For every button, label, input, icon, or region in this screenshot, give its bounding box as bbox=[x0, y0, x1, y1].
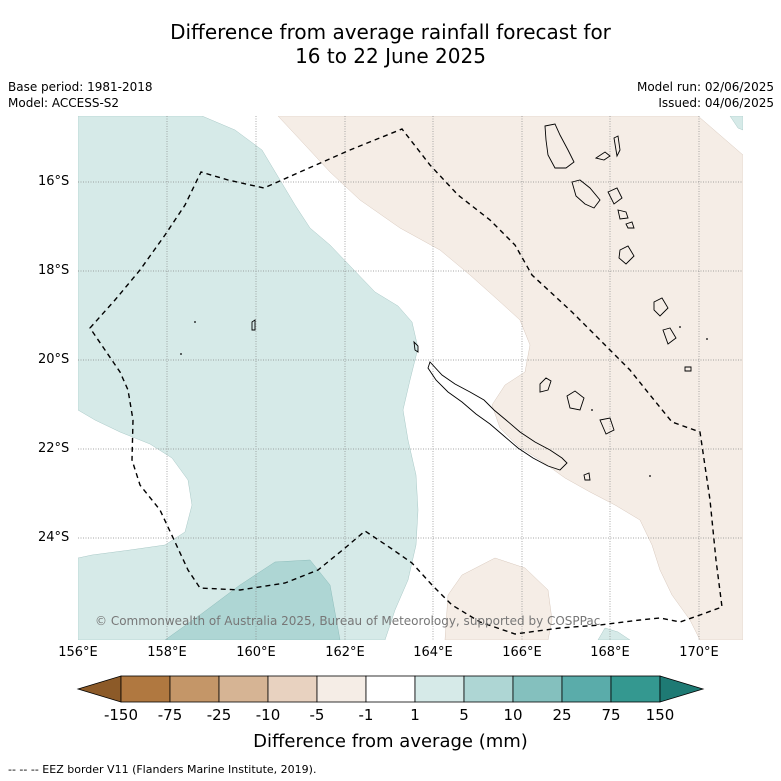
dry-anomaly-region-south bbox=[444, 557, 553, 640]
lat-label: 24°S bbox=[38, 530, 70, 545]
lon-label: 170°E bbox=[679, 645, 719, 660]
lon-label: 156°E bbox=[58, 645, 98, 660]
lat-label: 18°S bbox=[38, 263, 70, 278]
lon-label: 164°E bbox=[413, 645, 453, 660]
vanuatu-island-5 bbox=[607, 187, 623, 205]
colorbar-label: -75 bbox=[157, 706, 183, 724]
vanuatu-island-2 bbox=[594, 151, 611, 161]
lat-label: 20°S bbox=[38, 352, 70, 367]
wet-patch-northeast bbox=[729, 116, 743, 131]
lon-label: 158°E bbox=[147, 645, 187, 660]
title-line-2: 16 to 22 June 2025 bbox=[295, 44, 486, 68]
colorbar-label: 10 bbox=[503, 706, 523, 724]
model-run-text: Model run: 02/06/2025 bbox=[636, 80, 774, 94]
lon-label: 160°E bbox=[236, 645, 276, 660]
lon-label: 166°E bbox=[502, 645, 542, 660]
matthew-island bbox=[413, 340, 419, 353]
copyright-notice: © Commonwealth of Australia 2025, Bureau… bbox=[95, 614, 601, 628]
lat-label: 22°S bbox=[38, 441, 70, 456]
colorbar-label: 1 bbox=[410, 706, 420, 724]
islet-dots bbox=[180, 321, 708, 477]
vanuatu-island-3 bbox=[613, 135, 621, 158]
coastlines bbox=[251, 123, 692, 481]
base-period-text: Base period: 1981-2018 bbox=[8, 80, 153, 94]
map-title: Difference from average rainfall forecas… bbox=[0, 20, 781, 68]
loyalty-island-2 bbox=[566, 390, 585, 411]
small-island-west-1 bbox=[251, 319, 256, 331]
colorbar-extend-low bbox=[76, 675, 122, 703]
vanuatu-aneityum bbox=[662, 327, 677, 345]
vanuatu-erromango bbox=[618, 245, 635, 265]
eez-border bbox=[89, 128, 723, 635]
colorbar-label: -10 bbox=[255, 706, 281, 724]
colorbar-label: 75 bbox=[601, 706, 621, 724]
loyalty-island-1 bbox=[539, 377, 552, 393]
eez-footnote: -- -- -- EEZ border V11 (Flanders Marine… bbox=[8, 763, 317, 776]
lat-label: 16°S bbox=[38, 174, 70, 189]
colorbar-label: -150 bbox=[103, 706, 139, 724]
wet-patch-southeast bbox=[597, 627, 631, 640]
colorbar-label: -25 bbox=[206, 706, 232, 724]
colorbar-label: -1 bbox=[358, 706, 374, 724]
colorbar-label: 150 bbox=[645, 706, 675, 724]
colorbar-label: 25 bbox=[552, 706, 572, 724]
vanuatu-island-7 bbox=[625, 221, 635, 229]
lon-label: 162°E bbox=[325, 645, 365, 660]
hunter-island bbox=[684, 366, 692, 372]
vanuatu-efate bbox=[617, 209, 629, 220]
gridlines bbox=[78, 116, 743, 640]
colorbar-label: 5 bbox=[459, 706, 469, 724]
colorbar-title: Difference from average (mm) bbox=[253, 731, 528, 752]
model-text: Model: ACCESS-S2 bbox=[8, 96, 120, 110]
issued-text: Issued: 04/06/2025 bbox=[658, 96, 774, 110]
wet-moderate-region bbox=[164, 559, 341, 640]
wet-anomaly-region bbox=[78, 116, 419, 640]
vanuatu-malakula bbox=[571, 179, 601, 209]
title-line-1: Difference from average rainfall forecas… bbox=[170, 20, 611, 44]
colorbar-extend-high bbox=[659, 675, 705, 703]
new-caledonia-coast bbox=[427, 361, 568, 471]
meta-right: Model run: 02/06/2025 Issued: 04/06/2025 bbox=[637, 79, 774, 111]
vanuatu-espiritu-santo bbox=[544, 123, 575, 169]
vanuatu-tanna bbox=[653, 297, 669, 317]
loyalty-island-3 bbox=[599, 417, 615, 435]
island-isle-pines bbox=[583, 472, 591, 481]
colorbar bbox=[76, 675, 705, 703]
lon-label: 168°E bbox=[590, 645, 630, 660]
meta-left: Base period: 1981-2018 Model: ACCESS-S2 bbox=[8, 79, 153, 111]
colorbar-label: -5 bbox=[309, 706, 325, 724]
